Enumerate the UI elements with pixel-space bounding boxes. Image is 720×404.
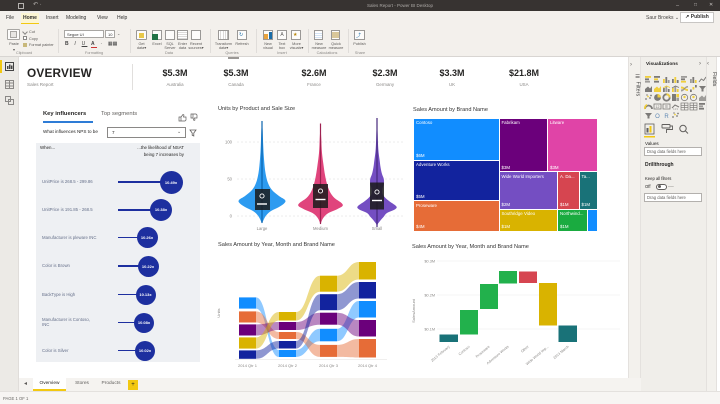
svg-text:12: 12 [656,105,660,109]
svg-text:SalesAmount: SalesAmount [411,298,416,323]
svg-text:100: 100 [225,140,233,145]
svg-text:$0.2M: $0.2M [424,294,435,298]
svg-text:123: 123 [673,107,678,111]
svg-text:2014 Qtr 1: 2014 Qtr 1 [238,363,258,368]
svg-text:Proseware: Proseware [475,345,491,359]
svg-text:Medium: Medium [313,226,328,231]
svg-text:Large: Large [257,226,268,231]
svg-text:0: 0 [230,214,233,219]
svg-text:☰: ☰ [665,104,669,109]
svg-text:$0.3M: $0.3M [424,260,435,264]
svg-text:2013 March: 2013 March [553,345,570,360]
svg-text:2013 February: 2013 February [430,345,451,363]
svg-text:R: R [664,114,669,120]
svg-text:2014 Qtr 2: 2014 Qtr 2 [278,363,298,368]
svg-text:Small: Small [372,226,383,231]
svg-text:2014 Qtr 4: 2014 Qtr 4 [358,363,378,368]
svg-text:O: O [655,114,660,120]
svg-text:Units: Units [216,308,221,317]
svg-text:$0.1M: $0.1M [424,328,435,332]
svg-text:Contoso: Contoso [458,345,471,357]
svg-text:2014 Qtr 3: 2014 Qtr 3 [319,363,339,368]
svg-text:50: 50 [227,177,232,182]
svg-text:Other: Other [520,344,530,353]
